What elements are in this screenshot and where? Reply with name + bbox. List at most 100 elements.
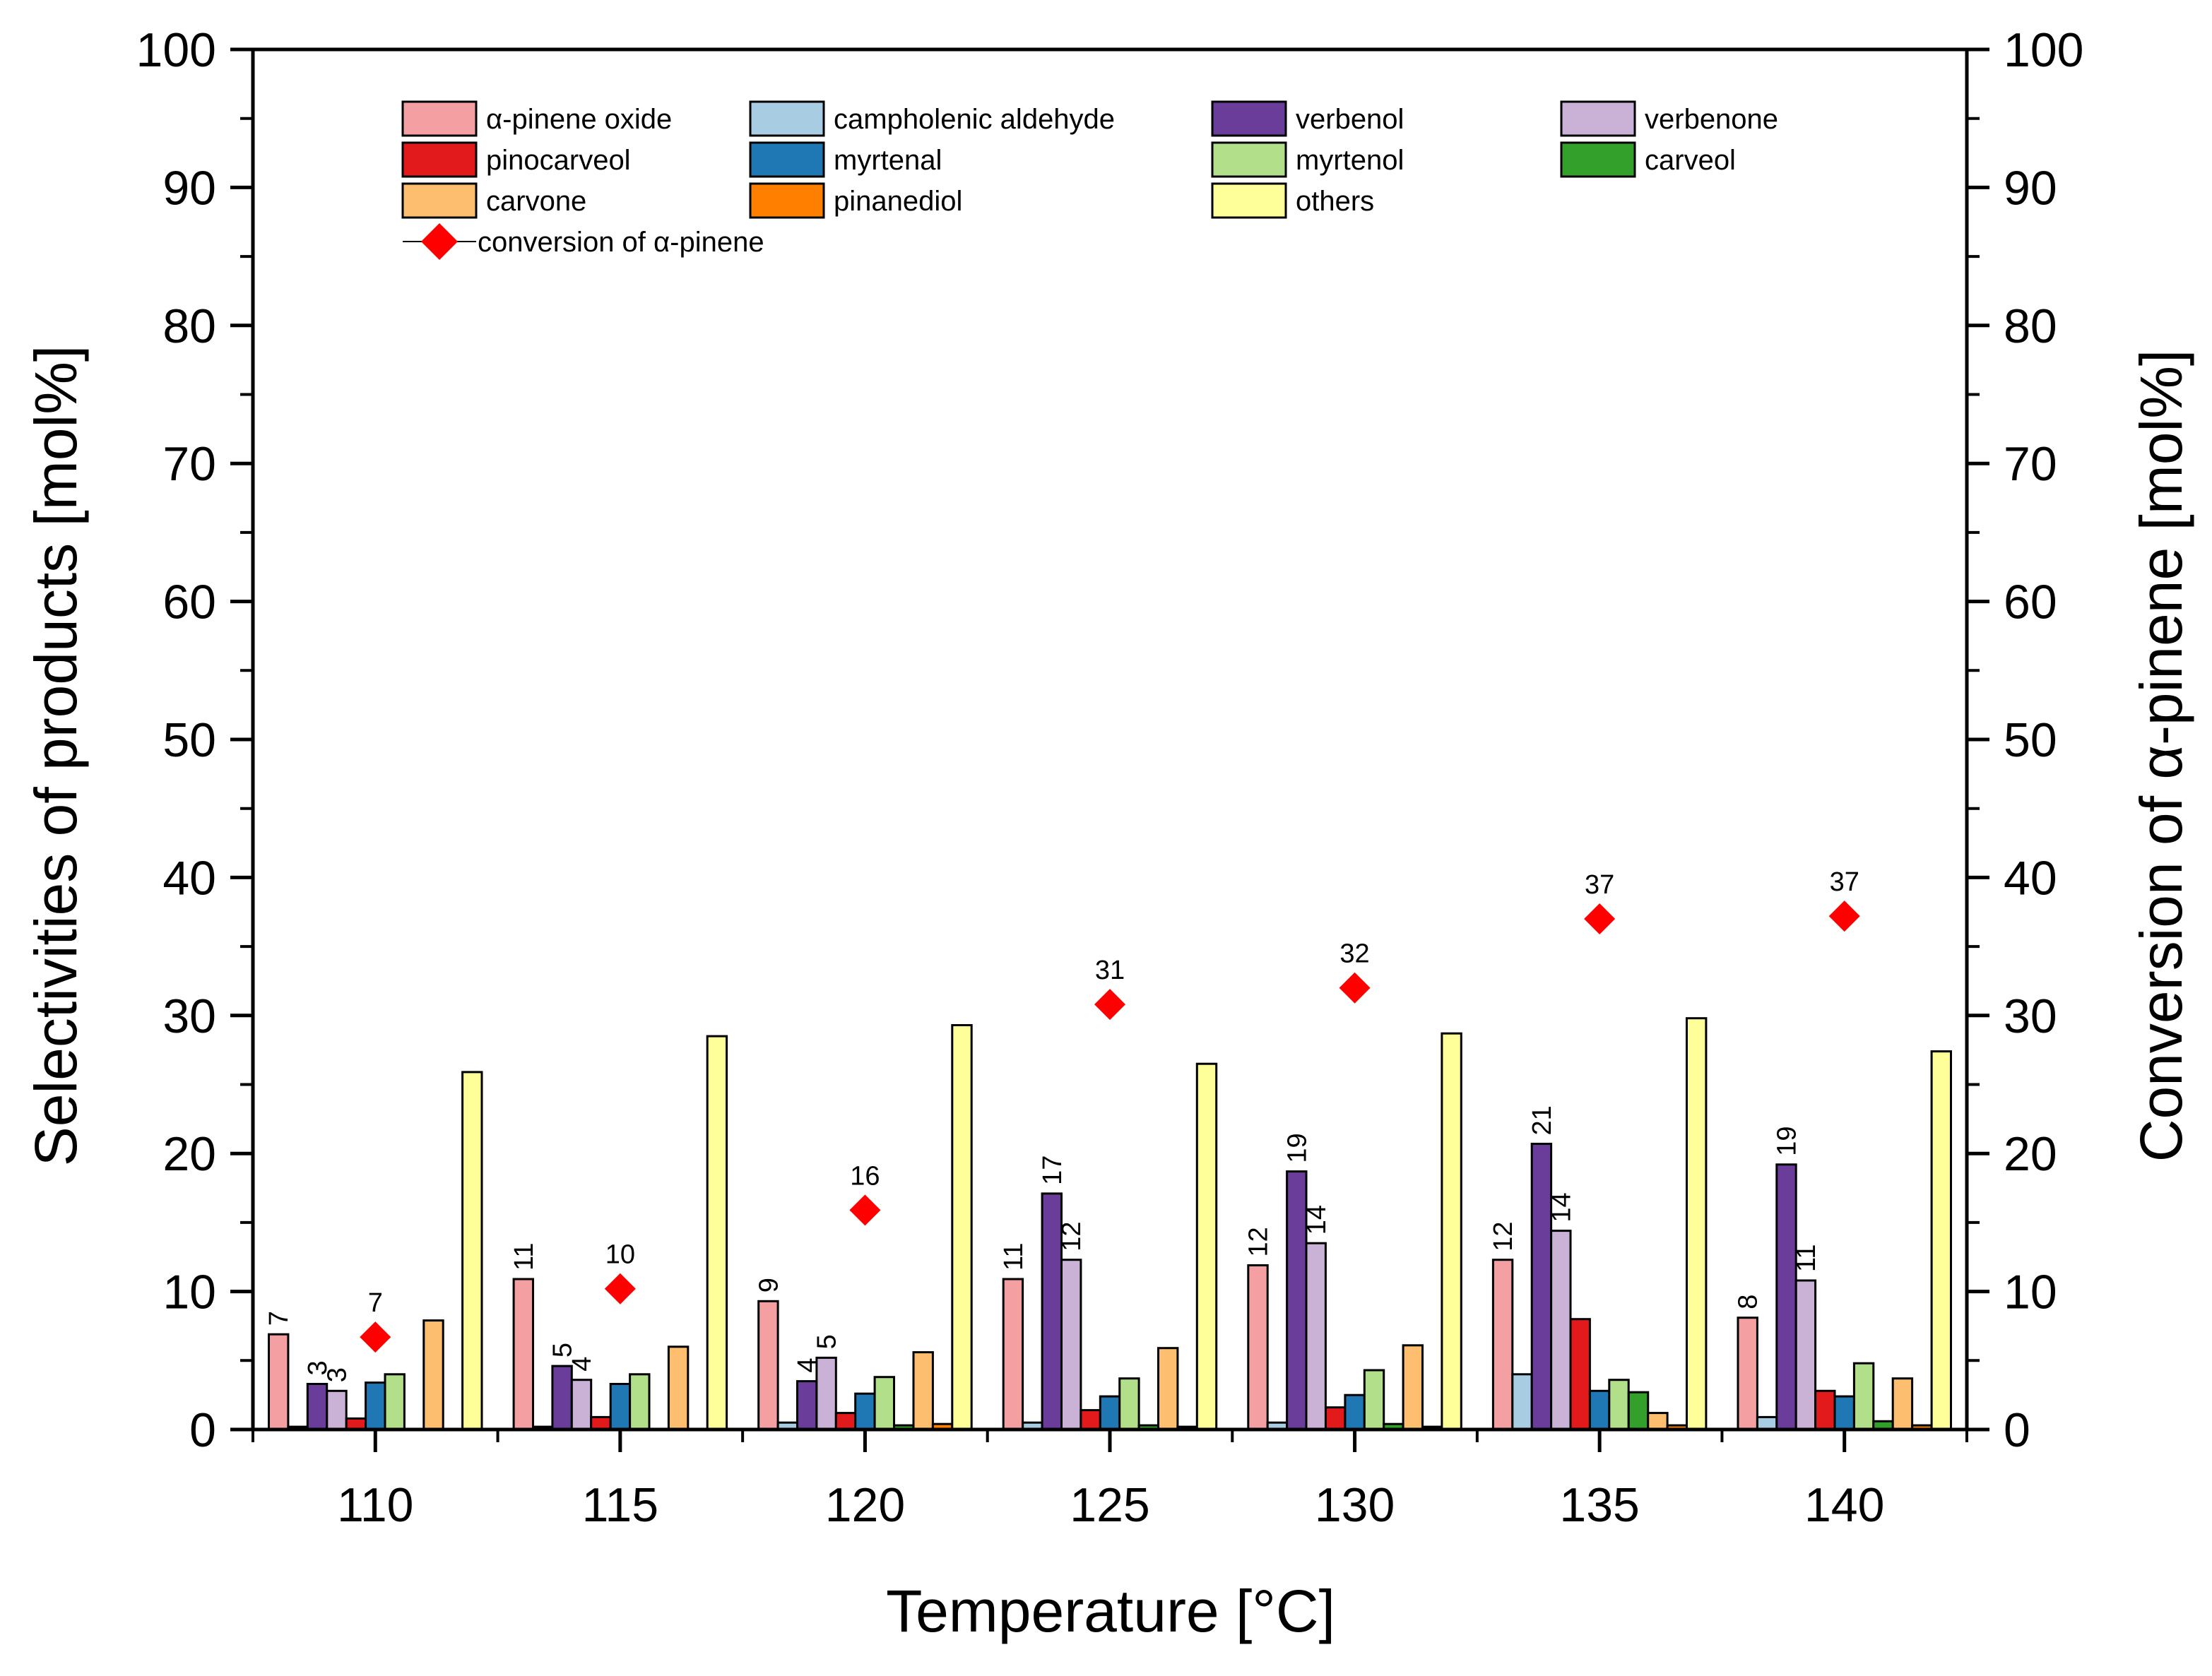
bar-myrtenal-135 xyxy=(1588,1389,1611,1431)
conversion-data-label: 31 xyxy=(1095,956,1125,985)
x-tick-label: 125 xyxy=(1070,1478,1149,1532)
bar-data-label: 21 xyxy=(1527,1105,1557,1135)
bar-myrtenol-125 xyxy=(1118,1377,1140,1431)
bar-pinocarveol-130 xyxy=(1325,1406,1347,1431)
y2-tick-label: 100 xyxy=(2004,23,2083,77)
bar-myrtenol-130 xyxy=(1363,1369,1385,1431)
bar-data-label: 7 xyxy=(264,1311,294,1326)
y-tick-label: 70 xyxy=(162,437,216,491)
bar-verbenone-125 xyxy=(1060,1259,1082,1431)
bar-carvone-110 xyxy=(422,1319,444,1431)
bar--pinene-oxide-135 xyxy=(1491,1259,1514,1431)
axes: 0 0 10 10 20 20 30 30 40 40 50 50 60 60 70 70 80 80 90 90 10… xyxy=(136,23,2084,1532)
x-tick-label: 135 xyxy=(1559,1478,1639,1532)
bar-carvone-135 xyxy=(1647,1412,1669,1431)
bar-data-label: 11 xyxy=(999,1243,1029,1271)
bar-others-130 xyxy=(1441,1032,1462,1431)
legend-label: pinocarveol xyxy=(486,145,631,176)
bar-pinocarveol-135 xyxy=(1569,1318,1591,1431)
legend-label: carveol xyxy=(1645,145,1736,176)
legend-swatch xyxy=(749,141,825,178)
x-tick-label: 120 xyxy=(825,1478,905,1532)
conversion-data-label: 32 xyxy=(1339,939,1369,969)
y2-tick-label: 50 xyxy=(2004,713,2057,767)
conversion-data-label: 37 xyxy=(1830,867,1859,897)
bar--pinene-oxide-130 xyxy=(1247,1264,1269,1431)
bar-data-label: 14 xyxy=(1302,1205,1332,1235)
bar-data-label: 12 xyxy=(1057,1221,1087,1251)
bar-others-115 xyxy=(706,1035,728,1431)
bar-pinocarveol-115 xyxy=(590,1415,612,1431)
conversion-point-135 xyxy=(1584,903,1616,935)
y-tick-label: 100 xyxy=(136,23,216,77)
y2-tick-label: 30 xyxy=(2004,989,2057,1043)
bar-data-label: 4 xyxy=(567,1357,597,1372)
bar-others-135 xyxy=(1686,1017,1708,1431)
bar-campholenic-aldehyde-140 xyxy=(1756,1415,1778,1431)
y-tick-label: 60 xyxy=(162,576,216,629)
y2-axis-title: Conversion of α-pinene [mol%] xyxy=(2128,350,2194,1162)
bar--pinene-oxide-125 xyxy=(1002,1278,1024,1431)
bar-data-label: 9 xyxy=(754,1278,783,1292)
bar-data-label: 5 xyxy=(812,1334,842,1349)
bar-myrtenol-120 xyxy=(873,1376,895,1431)
bar-others-110 xyxy=(461,1071,483,1431)
y2-tick-label: 40 xyxy=(2004,851,2057,905)
plot-frame-fill xyxy=(253,49,1967,1430)
y-tick-label: 50 xyxy=(162,713,216,767)
bar-myrtenol-110 xyxy=(384,1373,406,1431)
x-tick-label: 110 xyxy=(337,1478,413,1532)
bar-verbenone-110 xyxy=(326,1389,348,1431)
bar-verbenol-125 xyxy=(1041,1192,1063,1431)
bar-verbenone-130 xyxy=(1305,1242,1327,1431)
bar-others-125 xyxy=(1195,1062,1218,1431)
bar-carvone-130 xyxy=(1402,1344,1424,1431)
legend-label: verbenone xyxy=(1645,104,1778,135)
conversion-data-label: 16 xyxy=(850,1161,880,1191)
y2-tick-label: 90 xyxy=(2004,161,2057,215)
y-tick-label: 10 xyxy=(162,1266,216,1319)
bar--pinene-oxide-115 xyxy=(512,1278,534,1431)
bar-verbenone-115 xyxy=(570,1379,593,1431)
legend-label: myrtenal xyxy=(834,145,942,176)
y2-tick-label: 70 xyxy=(2004,437,2057,491)
bar-data-label: 19 xyxy=(1773,1127,1802,1156)
conversion-point-140 xyxy=(1828,901,1860,932)
conversion-point-110 xyxy=(360,1321,391,1353)
y-tick-label: 20 xyxy=(162,1127,216,1181)
legend-conversion-marker xyxy=(421,223,458,260)
legend-swatch xyxy=(1211,100,1287,137)
legend-swatch xyxy=(1560,100,1636,137)
y-tick-label: 90 xyxy=(162,161,216,215)
bar-data-label: 12 xyxy=(1244,1227,1274,1256)
bar-verbenone-140 xyxy=(1794,1279,1817,1431)
legend-label: carvone xyxy=(486,186,586,217)
conversion-data-label: 37 xyxy=(1585,870,1614,900)
bar-myrtenal-120 xyxy=(854,1392,876,1431)
legend: α-pinene oxide campholenic aldehyde verben… xyxy=(401,100,1778,260)
legend-swatch xyxy=(1560,141,1636,178)
conversion-data-label: 7 xyxy=(368,1288,383,1318)
bar-pinocarveol-120 xyxy=(834,1412,857,1431)
bar-data-label: 3 xyxy=(323,1367,353,1382)
bar-verbenol-110 xyxy=(306,1383,329,1431)
legend-label: α-pinene oxide xyxy=(486,104,672,135)
legend-swatch xyxy=(1211,141,1287,178)
conversion-data-label: 10 xyxy=(605,1240,635,1270)
legend-swatch xyxy=(749,182,825,219)
bar-data-label: 14 xyxy=(1546,1192,1576,1222)
conversion-point-120 xyxy=(849,1194,881,1226)
y2-tick-label: 80 xyxy=(2004,299,2057,353)
bar--pinene-oxide-140 xyxy=(1737,1317,1758,1431)
bar-data-label: 12 xyxy=(1489,1221,1518,1251)
legend-label: myrtenol xyxy=(1296,145,1404,176)
bar-data-label: 19 xyxy=(1282,1133,1312,1163)
legend-label: verbenol xyxy=(1296,104,1404,135)
y2-tick-label: 0 xyxy=(2004,1403,2030,1457)
legend-swatch xyxy=(401,100,478,137)
bar-verbenone-135 xyxy=(1550,1230,1572,1431)
bar-verbenol-130 xyxy=(1286,1170,1308,1431)
bar-data-label: 17 xyxy=(1038,1155,1067,1185)
bar-myrtenal-110 xyxy=(365,1381,386,1431)
